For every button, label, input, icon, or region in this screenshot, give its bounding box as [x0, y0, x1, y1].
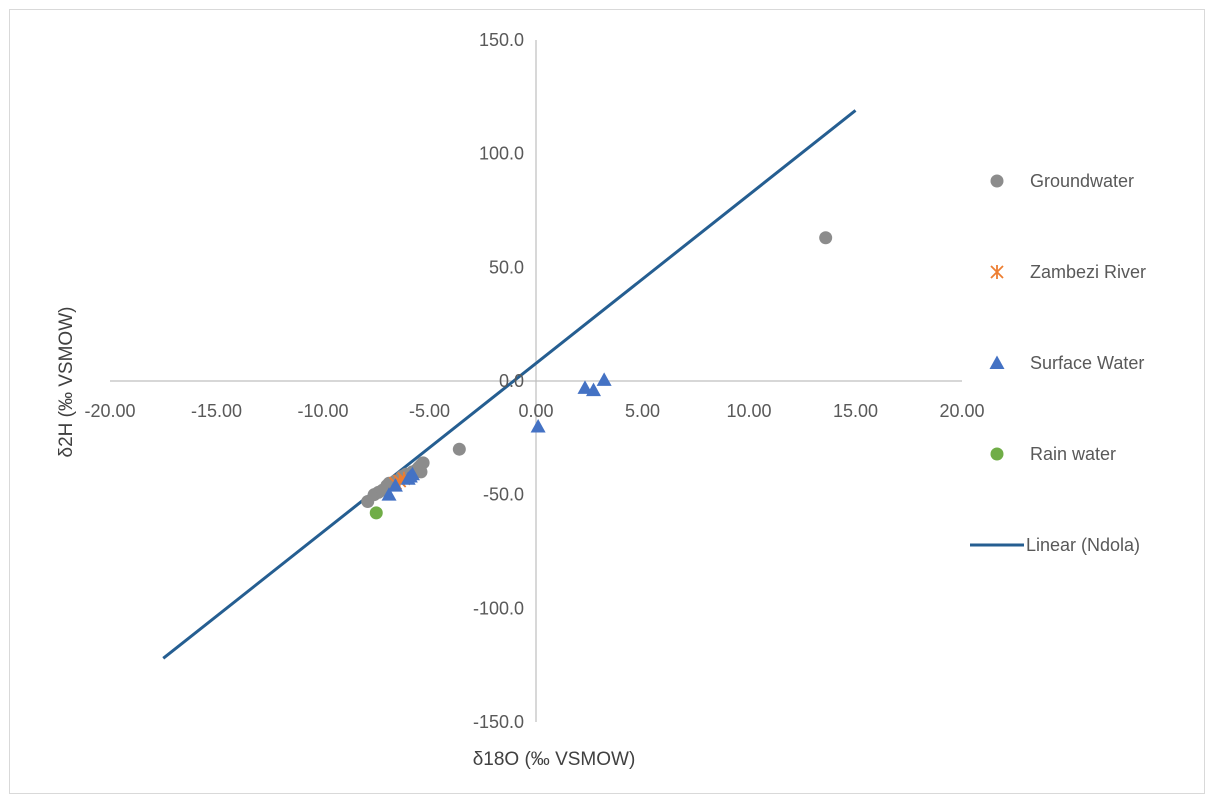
point-surface-water [404, 466, 420, 481]
legend-swatch [989, 355, 1005, 369]
y-tick-label: -150.0 [473, 712, 524, 732]
point-surface-water [381, 487, 397, 501]
point-groundwater [414, 465, 428, 479]
y-tick-label: 150.0 [479, 30, 524, 50]
x-tick-labels: -20.00 -15.00 -10.00 -5.00 0.00 5.00 10.00 15.0… [84, 401, 984, 421]
point-surface-water [586, 382, 602, 397]
x-tick-label: -15.00 [191, 401, 242, 421]
legend: Groundwater Zambezi River Surface Water Rai… [970, 171, 1146, 555]
y-axis-title: δ2H (‰ VSMOW) [56, 307, 77, 458]
legend-label: Surface Water [1030, 353, 1144, 373]
y-tick-label: 50.0 [489, 257, 524, 277]
y-tick-label: -100.0 [473, 598, 524, 618]
x-tick-label: 10.00 [726, 401, 771, 421]
x-tick-label: -5.00 [409, 401, 450, 421]
chart-frame [9, 9, 1205, 794]
legend-swatch [990, 174, 1004, 188]
axes [110, 40, 962, 722]
legend-label: Rain water [1030, 444, 1116, 464]
points-layer [361, 231, 833, 520]
y-tick-labels: 150.0 100.0 50.0 0.0 -50.0 -100.0 -150.0 [473, 30, 524, 732]
x-tick-label: 5.00 [625, 401, 660, 421]
point-surface-water [387, 478, 403, 492]
point-surface-water [530, 418, 546, 433]
point-groundwater [819, 231, 833, 245]
x-tick-label: 20.00 [939, 401, 984, 421]
legend-label: Groundwater [1030, 171, 1134, 191]
trendline-layer [162, 109, 857, 660]
point-rain-water [369, 506, 383, 520]
x-tick-label: -10.00 [297, 401, 348, 421]
legend-swatch [990, 447, 1004, 461]
x-tick-label: 0.00 [518, 401, 553, 421]
point-surface-water [577, 380, 593, 394]
x-tick-label: -20.00 [84, 401, 135, 421]
legend-label: Linear (Ndola) [1026, 535, 1140, 555]
point-groundwater [452, 442, 466, 456]
point-surface-water [596, 372, 612, 386]
y-tick-label: -50.0 [483, 485, 524, 505]
legend-label: Zambezi River [1030, 262, 1146, 282]
y-tick-label: 100.0 [479, 144, 524, 164]
trendline-ndola [162, 109, 857, 660]
x-tick-label: 15.00 [833, 401, 878, 421]
y-tick-label: 0.0 [499, 371, 524, 391]
legend-swatch [990, 265, 1004, 279]
x-axis-title: δ18O (‰ VSMOW) [473, 749, 636, 770]
